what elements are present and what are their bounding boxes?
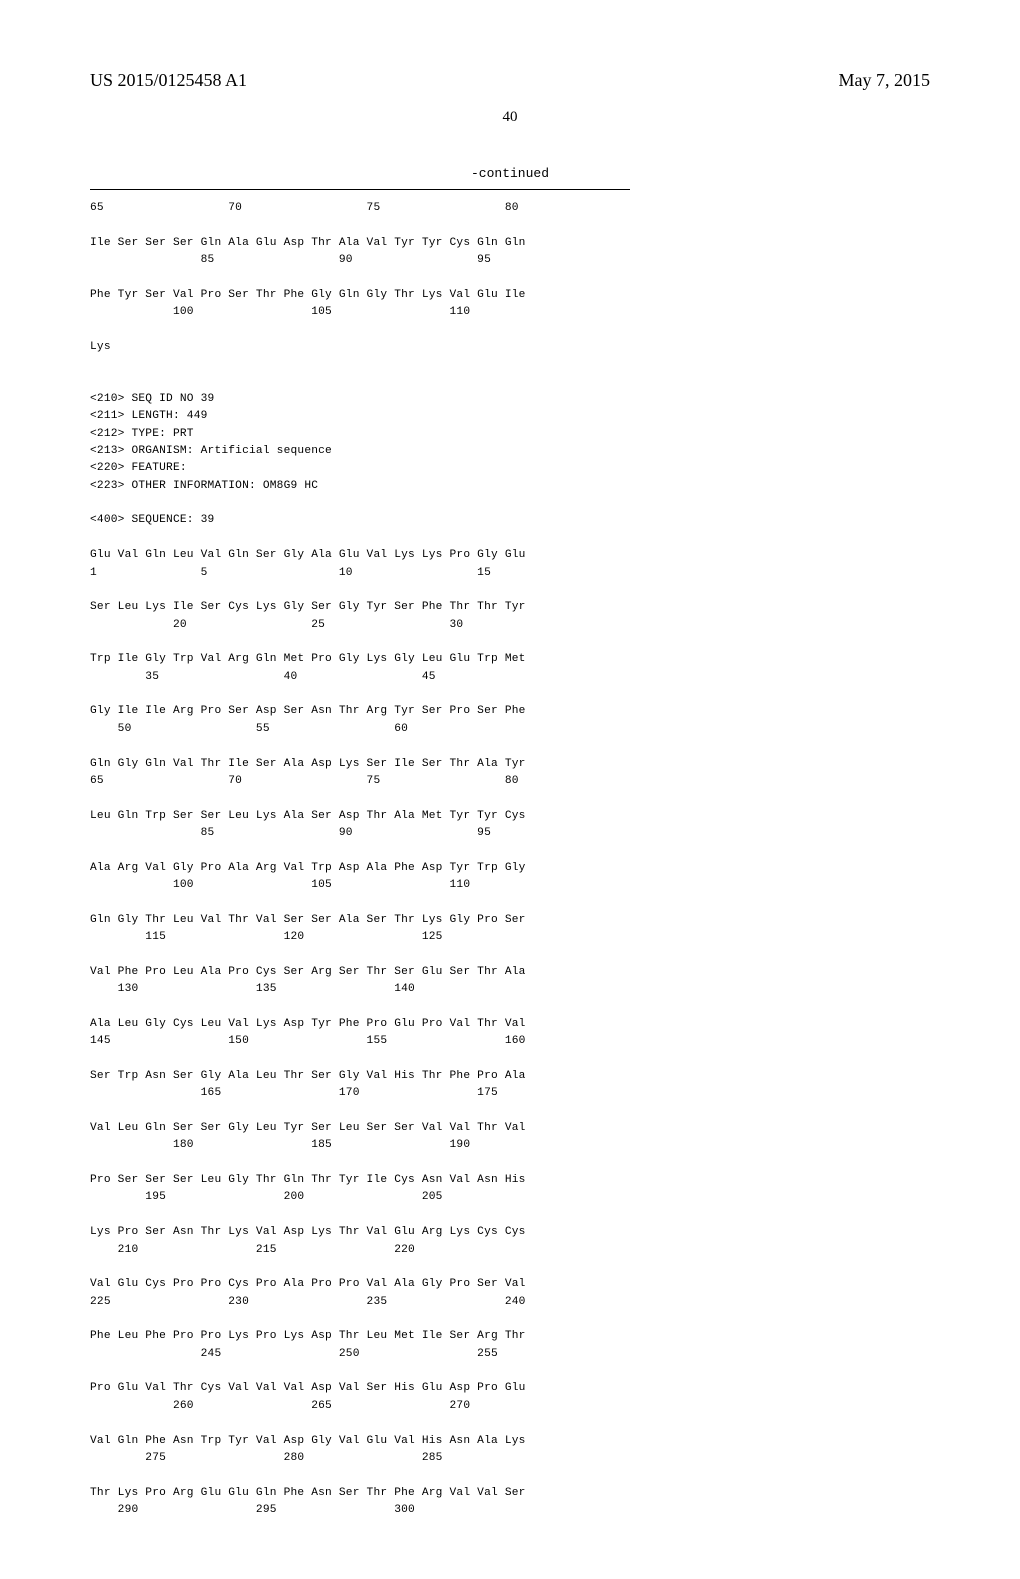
aa-row: Ser Leu Lys Ile Ser Cys Lys Gly Ser Gly … [90, 601, 526, 613]
aa-row: Val Phe Pro Leu Ala Pro Cys Ser Arg Ser … [90, 966, 526, 978]
aa-row: Glu Val Gln Leu Val Gln Ser Gly Ala Glu … [90, 549, 526, 561]
page-header: US 2015/0125458 A1 May 7, 2015 [90, 70, 930, 91]
num-row: 115 120 125 [90, 931, 443, 943]
aa-row: Pro Ser Ser Ser Leu Gly Thr Gln Thr Tyr … [90, 1174, 526, 1186]
aa-row: Val Gln Phe Asn Trp Tyr Val Asp Gly Val … [90, 1435, 526, 1447]
aa-row: Phe Tyr Ser Val Pro Ser Thr Phe Gly Gln … [90, 289, 526, 301]
aa-row: Trp Ile Gly Trp Val Arg Gln Met Pro Gly … [90, 653, 526, 665]
aa-row: Ile Ser Ser Ser Gln Ala Glu Asp Thr Ala … [90, 237, 526, 249]
aa-row: Leu Gln Trp Ser Ser Leu Lys Ala Ser Asp … [90, 810, 526, 822]
aa-row: Pro Glu Val Thr Cys Val Val Val Asp Val … [90, 1382, 526, 1394]
num-row: 245 250 255 [90, 1348, 498, 1360]
num-row: 180 185 190 [90, 1139, 470, 1151]
aa-row: Gly Ile Ile Arg Pro Ser Asp Ser Asn Thr … [90, 705, 526, 717]
num-row: 165 170 175 [90, 1087, 498, 1099]
aa-row: Ala Arg Val Gly Pro Ala Arg Val Trp Asp … [90, 862, 526, 874]
aa-row: Ala Leu Gly Cys Leu Val Lys Asp Tyr Phe … [90, 1018, 526, 1030]
aa-row: Val Glu Cys Pro Pro Cys Pro Ala Pro Pro … [90, 1278, 526, 1290]
num-row: 130 135 140 [90, 983, 415, 995]
publication-date: May 7, 2015 [839, 70, 931, 91]
seq-tag: <213> ORGANISM: Artificial sequence [90, 445, 332, 457]
aa-row: Thr Lys Pro Arg Glu Glu Gln Phe Asn Ser … [90, 1487, 526, 1499]
num-row: 275 280 285 [90, 1452, 443, 1464]
page-number: 40 [90, 109, 930, 126]
seq-tag: <400> SEQUENCE: 39 [90, 514, 214, 526]
rule-line [90, 189, 630, 190]
aa-row: Gln Gly Gln Val Thr Ile Ser Ala Asp Lys … [90, 758, 526, 770]
num-row: 195 200 205 [90, 1191, 443, 1203]
num-row: 290 295 300 [90, 1504, 415, 1516]
seq-tag: <220> FEATURE: [90, 462, 187, 474]
num-row: 1 5 10 15 [90, 567, 491, 579]
num-row: 145 150 155 160 [90, 1035, 526, 1047]
num-row: 50 55 60 [90, 723, 408, 735]
num-row: 260 265 270 [90, 1400, 470, 1412]
publication-number: US 2015/0125458 A1 [90, 70, 247, 91]
num-row: 100 105 110 [90, 879, 470, 891]
num-row: 225 230 235 240 [90, 1296, 526, 1308]
sequence-continuation: 65 70 75 80 Ile Ser Ser Ser Gln Ala Glu … [90, 200, 930, 1519]
seq-tag: <223> OTHER INFORMATION: OM8G9 HC [90, 480, 318, 492]
aa-row: Lys [90, 341, 111, 353]
aa-row: Lys Pro Ser Asn Thr Lys Val Asp Lys Thr … [90, 1226, 526, 1238]
seq-tag: <212> TYPE: PRT [90, 428, 194, 440]
seq-tag: <210> SEQ ID NO 39 [90, 393, 214, 405]
seq-tag: <211> LENGTH: 449 [90, 410, 208, 422]
num-row: 100 105 110 [90, 306, 470, 318]
aa-row: Gln Gly Thr Leu Val Thr Val Ser Ser Ala … [90, 914, 526, 926]
patent-page: US 2015/0125458 A1 May 7, 2015 40 -conti… [0, 0, 1020, 1579]
num-row: 210 215 220 [90, 1244, 415, 1256]
num-row: 35 40 45 [90, 671, 436, 683]
num-row: 65 70 75 80 [90, 775, 519, 787]
aa-row: Val Leu Gln Ser Ser Gly Leu Tyr Ser Leu … [90, 1122, 526, 1134]
continued-label: -continued [90, 166, 930, 181]
num-row: 65 70 75 80 [90, 202, 519, 214]
num-row: 20 25 30 [90, 619, 463, 631]
num-row: 85 90 95 [90, 254, 491, 266]
aa-row: Ser Trp Asn Ser Gly Ala Leu Thr Ser Gly … [90, 1070, 526, 1082]
aa-row: Phe Leu Phe Pro Pro Lys Pro Lys Asp Thr … [90, 1330, 526, 1342]
num-row: 85 90 95 [90, 827, 491, 839]
